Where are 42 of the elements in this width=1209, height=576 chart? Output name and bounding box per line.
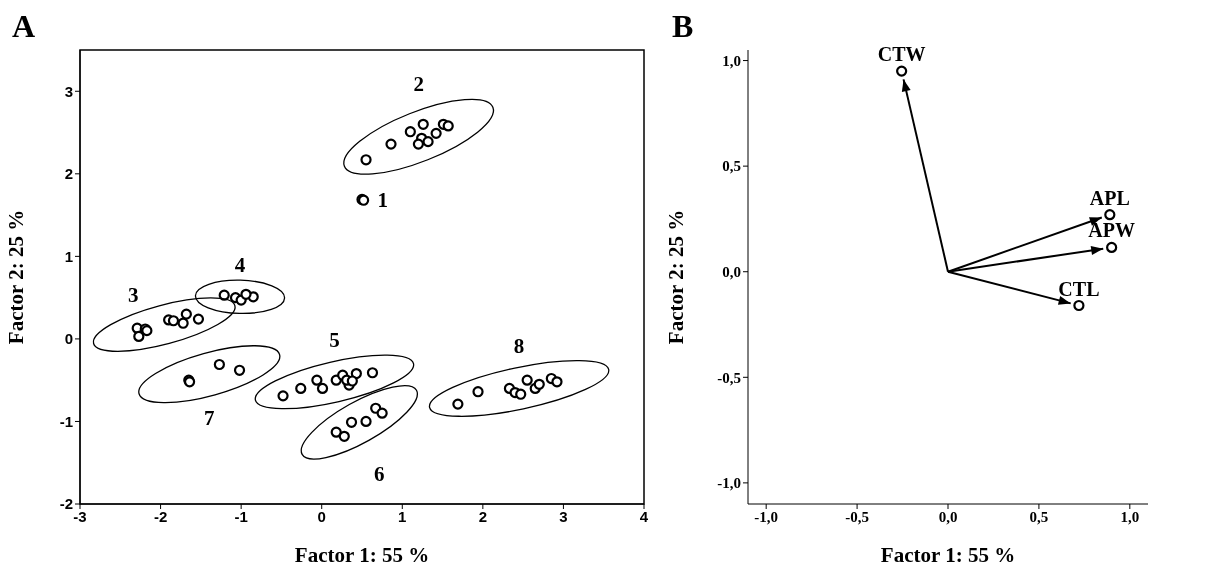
y-tick-label: -1,0 xyxy=(717,475,741,492)
y-tick-label: 1,0 xyxy=(722,52,741,69)
x-tick-label: 0,5 xyxy=(1029,508,1049,525)
y-axis-title: Factor 2: 25 % xyxy=(664,209,689,345)
chart-title: B xyxy=(672,8,694,45)
y-tick-label: 3 xyxy=(64,82,73,100)
series-label: 5 xyxy=(329,328,340,353)
y-tick-label: 0 xyxy=(64,330,73,348)
y-tick-label: 0,5 xyxy=(722,158,741,175)
x-tick-label: 1,0 xyxy=(1120,508,1140,525)
y-tick-label: 2 xyxy=(64,165,73,183)
series-label: 2 xyxy=(413,72,424,97)
series-label: 8 xyxy=(513,333,525,358)
annotation: CTW xyxy=(877,43,926,66)
x-tick-label: -1,0 xyxy=(754,508,779,525)
series-label: 1 xyxy=(377,187,389,212)
x-tick-label: 4 xyxy=(639,507,649,525)
y-axis-title: Factor 2: 25 % xyxy=(4,209,29,345)
annotation: APL xyxy=(1089,186,1130,209)
annotation: CTL xyxy=(1058,277,1100,300)
series-label: 7 xyxy=(204,405,215,430)
y-tick-label: -1 xyxy=(59,412,73,430)
x-tick-label: -2 xyxy=(153,507,168,525)
y-tick-label: 0,0 xyxy=(722,264,741,281)
x-tick-label: 0 xyxy=(317,507,326,525)
y-tick-label: 1 xyxy=(64,247,73,265)
series-label: 6 xyxy=(374,461,385,486)
x-tick-label: -3 xyxy=(73,507,87,525)
x-tick-label: 0,0 xyxy=(938,508,958,525)
x-axis-title: Factor 1: 55 % xyxy=(880,543,1016,567)
y-tick-label: -0,5 xyxy=(717,369,741,386)
series-label: 3 xyxy=(127,283,139,308)
x-tick-label: -1 xyxy=(234,507,248,525)
chart-title: A xyxy=(12,8,36,45)
x-tick-label: -0,5 xyxy=(845,508,869,525)
x-axis-title: Factor 1: 55 % xyxy=(294,543,430,567)
x-tick-label: 1 xyxy=(398,507,407,525)
series-label: 4 xyxy=(234,253,246,278)
y-tick-label: -2 xyxy=(59,495,73,513)
annotation: APW xyxy=(1088,219,1135,242)
x-tick-label: 2 xyxy=(478,507,488,525)
x-tick-label: 3 xyxy=(559,507,568,525)
